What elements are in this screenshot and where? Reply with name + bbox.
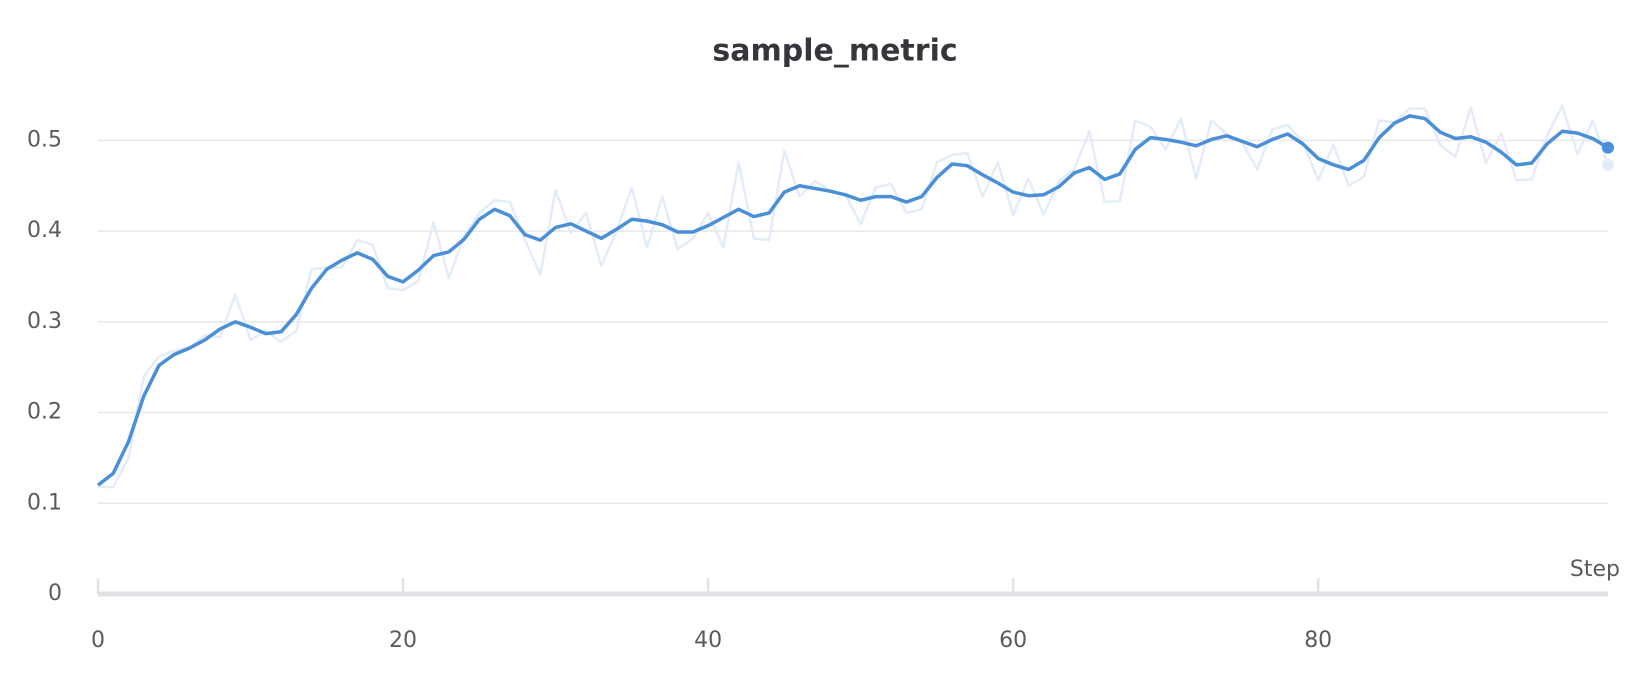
y-tick-label: 0: [48, 581, 62, 606]
x-tick-label: 0: [91, 628, 105, 653]
series-line: [96, 114, 1609, 487]
end-point: [1602, 141, 1614, 154]
x-tick-label: 40: [694, 628, 722, 653]
y-tick-label: 0.2: [27, 400, 62, 425]
y-tick-label: 0.4: [27, 218, 62, 243]
x-tick-label: 60: [999, 628, 1027, 653]
x-tick-label: 20: [389, 628, 417, 653]
y-tick-label: 0.1: [27, 490, 62, 515]
x-tick-label: 80: [1304, 628, 1332, 653]
y-tick-label: 0.5: [27, 127, 62, 152]
series-line: [98, 104, 1610, 489]
chart-title: sample_metric: [712, 34, 957, 69]
x-axis-label: Step: [1570, 557, 1620, 582]
end-point: [1602, 158, 1614, 171]
y-tick-label: 0.3: [27, 309, 62, 334]
